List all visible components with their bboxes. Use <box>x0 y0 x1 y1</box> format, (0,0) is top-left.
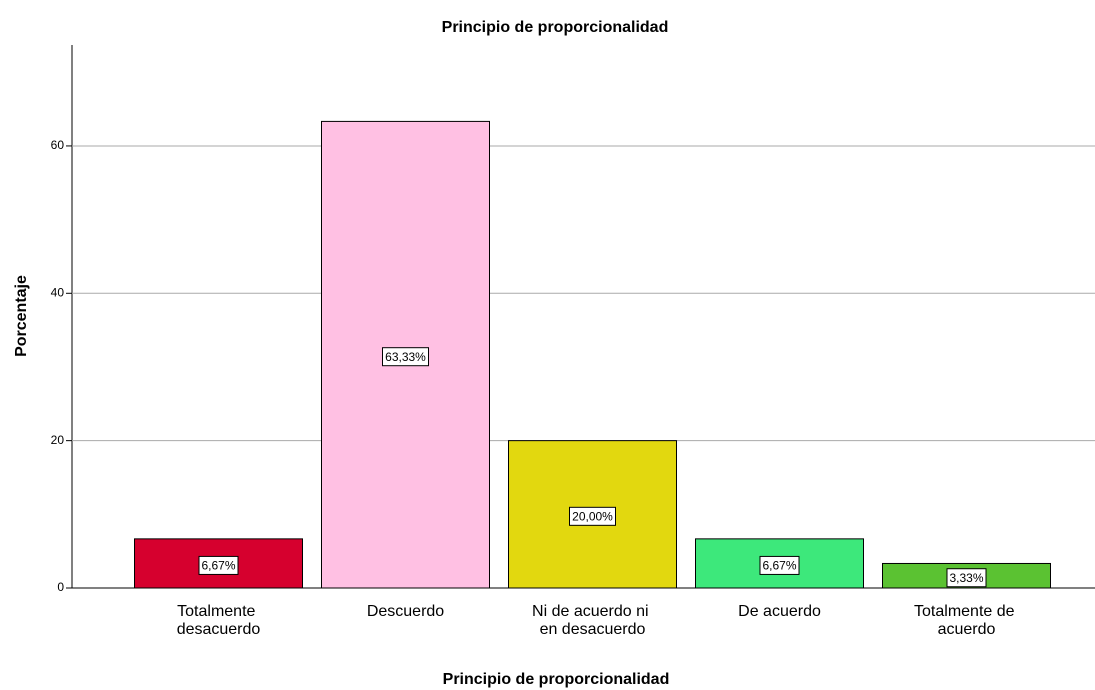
y-tick-label: 20 <box>51 433 65 447</box>
y-tick-label: 0 <box>57 580 64 594</box>
chart-title: Principio de proporcionalidad <box>442 19 669 36</box>
x-tick-label: Ni de acuerdo ni en desacuerdo <box>532 603 653 638</box>
x-tick-label: Totalmente desacuerdo <box>177 603 261 638</box>
data-label: 6,67% <box>762 559 796 573</box>
data-label-box <box>569 506 616 526</box>
x-tick-label: Totalmente de acuerdo <box>914 603 1019 638</box>
x-tick-label: Descuerdo <box>367 603 444 620</box>
data-label-box <box>382 347 429 367</box>
y-axis-title: Porcentaje <box>13 275 30 357</box>
data-label: 63,33% <box>385 350 426 364</box>
data-label-box <box>759 555 800 575</box>
bar <box>134 538 303 589</box>
data-label-box <box>946 568 987 588</box>
x-tick-label: De acuerdo <box>738 603 821 620</box>
y-tick-label: 60 <box>51 138 65 152</box>
y-tick-label: 40 <box>51 285 65 299</box>
data-label-box <box>198 555 239 575</box>
x-axis-title: Principio de proporcionalidad <box>443 671 670 688</box>
data-label: 3,33% <box>949 571 983 585</box>
data-label: 20,00% <box>572 509 613 523</box>
data-label: 6,67% <box>201 559 235 573</box>
